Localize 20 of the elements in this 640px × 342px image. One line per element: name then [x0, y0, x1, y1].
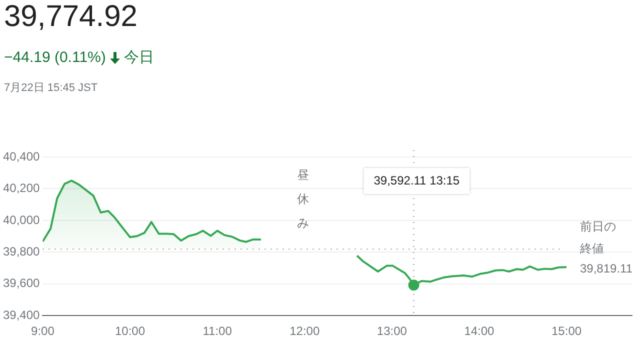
- x-tick-label: 12:00: [290, 324, 320, 338]
- x-tick-label: 14:00: [464, 324, 495, 338]
- chart-subtitle: −44.19 (0.11%): [4, 49, 106, 66]
- y-tick-label: 40,400: [3, 149, 40, 164]
- x-tick-label: 10:00: [114, 324, 146, 338]
- x-tick-label: 15:00: [552, 324, 582, 338]
- x-tick-label: 13:00: [376, 324, 408, 338]
- y-tick-label: 39,800: [3, 244, 40, 258]
- y-tick-label: 39,600: [3, 276, 40, 290]
- ref-line-label: 前日の終値 39,819.11: [579, 219, 633, 276]
- annotation: 昼休み: [297, 167, 310, 232]
- y-tick-label: 39,400: [3, 308, 40, 322]
- text: 今日: [124, 48, 154, 67]
- y-tick-label: 40,000: [3, 212, 40, 227]
- y-tick-label: 40,200: [3, 181, 40, 196]
- x-tick-label: 9:00: [31, 324, 55, 338]
- text: 7月22日 15:45 JST: [4, 81, 98, 95]
- x-tick-label: 11:00: [202, 324, 232, 338]
- annotation: 39,592.11 13:15: [374, 173, 460, 188]
- chart-title: 39,774.92: [4, 0, 138, 34]
